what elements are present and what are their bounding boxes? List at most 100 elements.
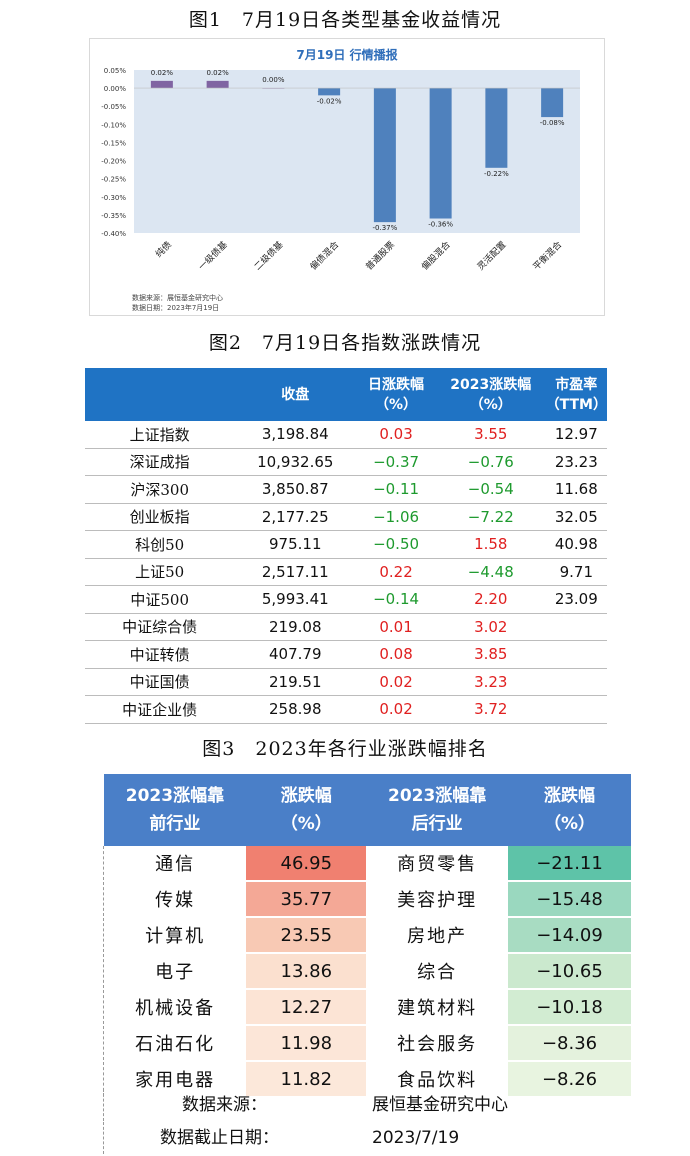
daily-change: 0.08 <box>356 640 436 669</box>
table-row: 深证成指 10,932.65 −0.37 −0.76 23.23 <box>85 448 607 476</box>
table-row: 通信 46.95 商贸零售 −21.11 <box>103 846 631 882</box>
column-header: 涨跌幅 （%） <box>508 774 631 846</box>
top-industry-change: 11.98 <box>246 1025 367 1062</box>
table-row: 中证综合债 219.08 0.01 3.02 <box>85 613 607 641</box>
bar <box>429 88 452 219</box>
index-name: 深证成指 <box>85 448 235 476</box>
ytd-change: 3.72 <box>435 695 546 724</box>
bar <box>373 88 396 223</box>
table-row: 创业板指 2,177.25 −1.06 −7.22 32.05 <box>85 503 607 531</box>
bottom-industry-change: −8.36 <box>508 1025 631 1062</box>
table-row: 机械设备 12.27 建筑材料 −10.18 <box>103 989 631 1026</box>
bar <box>206 80 229 89</box>
pe-ratio: 23.09 <box>545 585 607 614</box>
column-header: 市盈率 （TTM） <box>545 368 607 421</box>
top-industry-change: 11.82 <box>246 1061 367 1098</box>
close-value: 2,517.11 <box>234 558 357 586</box>
y-tick-label: -0.05% <box>101 103 126 111</box>
bottom-industry: 社会服务 <box>366 1025 509 1062</box>
x-category-label: 偏债混合 <box>307 239 341 273</box>
close-value: 2,177.25 <box>234 503 357 531</box>
ytd-change: 3.02 <box>435 613 546 641</box>
column-header: 2023涨幅靠 后行业 <box>366 774 509 846</box>
pe-ratio <box>545 668 607 696</box>
table-row: 科创50 975.11 −0.50 1.58 40.98 <box>85 530 607 559</box>
bar-value-label: -0.36% <box>428 221 453 229</box>
close-value: 3,850.87 <box>234 475 357 504</box>
daily-change: −0.37 <box>356 448 436 476</box>
bottom-industry-change: −15.48 <box>508 881 631 918</box>
daily-change: 0.01 <box>356 613 436 641</box>
bar-value-label: 0.02% <box>207 69 230 77</box>
bottom-industry: 食品饮料 <box>366 1061 509 1098</box>
close-value: 258.98 <box>234 695 357 724</box>
table-row: 电子 13.86 综合 −10.65 <box>103 953 631 990</box>
pe-ratio: 11.68 <box>545 475 607 504</box>
bottom-industry-change: −10.65 <box>508 953 631 990</box>
table-header-row: 2023涨幅靠 前行业 涨跌幅 （%） 2023涨幅靠 后行业 涨跌幅 （%） <box>103 774 631 846</box>
top-industry: 家用电器 <box>103 1061 247 1098</box>
bottom-industry: 美容护理 <box>366 881 509 918</box>
table-header-row: 收盘 日涨跌幅 （%） 2023涨跌幅 （%） 市盈率 （TTM） <box>85 368 607 421</box>
source-value: 展恒基金研究中心 <box>372 1095 508 1115</box>
top-industry: 电子 <box>103 953 247 990</box>
pe-ratio <box>545 640 607 669</box>
y-tick-label: -0.10% <box>101 121 126 129</box>
ytd-change: 3.85 <box>435 640 546 669</box>
index-name: 创业板指 <box>85 503 235 531</box>
x-category-label: 平衡混合 <box>530 239 564 273</box>
x-category-label: 纯债 <box>153 239 174 260</box>
bar-value-label: -0.02% <box>317 97 342 105</box>
x-category-label: 偏股混合 <box>419 239 453 273</box>
top-industry: 计算机 <box>103 917 247 954</box>
ytd-change: 3.23 <box>435 668 546 696</box>
y-tick-label: -0.20% <box>101 158 126 166</box>
ytd-change: 3.55 <box>435 421 546 449</box>
date-row: 数据截止日期： 2023/7/19 <box>103 1122 632 1154</box>
bar-value-label: -0.37% <box>372 224 397 232</box>
chart-date-note: 数据日期：2023年7月19日 <box>132 304 220 312</box>
table-row: 上证50 2,517.11 0.22 −4.48 9.71 <box>85 558 607 586</box>
bar-value-label: 0.00% <box>262 76 285 84</box>
bar <box>485 88 508 168</box>
bar-value-label: -0.22% <box>484 170 509 178</box>
bottom-industry: 房地产 <box>366 917 509 954</box>
close-value: 10,932.65 <box>234 448 357 476</box>
table-row: 上证指数 3,198.84 0.03 3.55 12.97 <box>85 421 607 449</box>
index-name: 上证指数 <box>85 421 235 449</box>
table-row: 传媒 35.77 美容护理 −15.48 <box>103 881 631 918</box>
y-tick-label: 0.05% <box>104 67 127 75</box>
figure2-caption: 图2 7月19日各指数涨跌情况 <box>208 332 482 354</box>
close-value: 5,993.41 <box>234 585 357 614</box>
table-row: 石油石化 11.98 社会服务 −8.36 <box>103 1025 631 1062</box>
pe-ratio: 23.23 <box>545 448 607 476</box>
daily-change: 0.03 <box>356 421 436 449</box>
x-category-label: 二级债基 <box>252 239 286 273</box>
bottom-industry: 综合 <box>366 953 509 990</box>
x-category-label: 普通股票 <box>363 239 397 273</box>
index-name: 中证国债 <box>85 668 235 696</box>
date-value: 2023/7/19 <box>372 1128 460 1148</box>
y-tick-label: -0.15% <box>101 139 126 147</box>
pe-ratio <box>545 613 607 641</box>
figure3-caption: 图3 2023年各行业涨跌幅排名 <box>202 738 488 760</box>
column-header: 日涨跌幅 （%） <box>356 368 436 421</box>
daily-change: −0.50 <box>356 530 436 559</box>
close-value: 407.79 <box>234 640 357 669</box>
table-row: 中证国债 219.51 0.02 3.23 <box>85 668 607 696</box>
table-row: 家用电器 11.82 食品饮料 −8.26 <box>103 1061 631 1098</box>
ytd-change: −4.48 <box>435 558 546 586</box>
table-row: 沪深300 3,850.87 −0.11 −0.54 11.68 <box>85 475 607 504</box>
fund-returns-chart-svg: 7月19日 行情播报 0.05% 0.00% -0.05% -0.10% -0.15% -0… <box>101 47 580 273</box>
bottom-industry-change: −14.09 <box>508 917 631 954</box>
ytd-change: −0.54 <box>435 475 546 504</box>
ytd-change: 1.58 <box>435 530 546 559</box>
fund-returns-chart: 7月19日 行情播报 0.05% 0.00% -0.05% -0.10% -0.15% -0… <box>89 38 605 316</box>
table-row: 中证500 5,993.41 −0.14 2.20 23.09 <box>85 585 607 614</box>
x-category-label: 一级债基 <box>196 239 230 273</box>
pe-ratio: 12.97 <box>545 421 607 449</box>
index-name: 中证综合债 <box>85 613 235 641</box>
y-tick-label: -0.25% <box>101 176 126 184</box>
index-name: 中证企业债 <box>85 695 235 724</box>
industry-ranking-table: 2023涨幅靠 前行业 涨跌幅 （%） 2023涨幅靠 后行业 涨跌幅 （%） 通信 46.95… <box>103 774 631 1098</box>
